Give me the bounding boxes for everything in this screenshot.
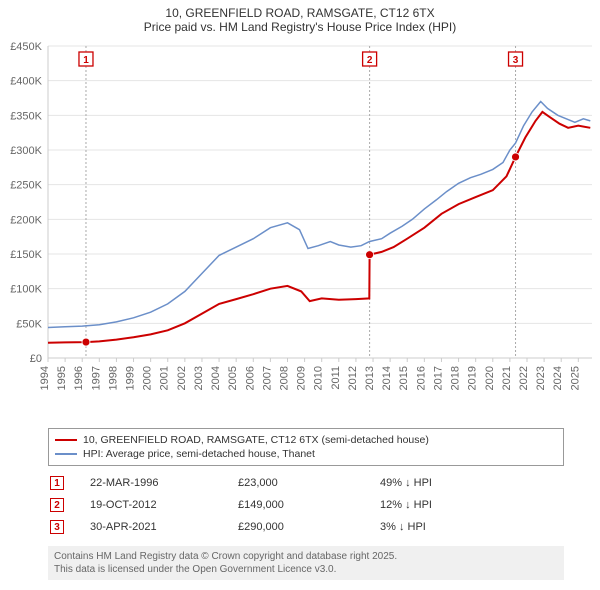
sale-vs-hpi: 12% ↓ HPI xyxy=(380,499,470,511)
svg-text:£50K: £50K xyxy=(16,318,42,330)
svg-text:£450K: £450K xyxy=(10,41,42,53)
svg-text:2006: 2006 xyxy=(244,366,256,390)
sale-marker-lines xyxy=(86,46,516,358)
x-axis-labels: 1994 1995 1996 1997 1998 1999 2000 2001 2002 2003… xyxy=(39,366,581,390)
svg-text:2021: 2021 xyxy=(501,366,513,390)
legend-item: 10, GREENFIELD ROAD, RAMSGATE, CT12 6TX … xyxy=(55,433,557,447)
footer-line-2: This data is licensed under the Open Gov… xyxy=(54,563,558,576)
sale-marker-icon: 2 xyxy=(50,498,64,512)
table-row: 2 19-OCT-2012 £149,000 12% ↓ HPI xyxy=(48,494,564,516)
legend: 10, GREENFIELD ROAD, RAMSGATE, CT12 6TX … xyxy=(48,428,564,466)
sale-vs-hpi: 3% ↓ HPI xyxy=(380,521,470,533)
chart-grid xyxy=(48,46,592,362)
svg-text:2001: 2001 xyxy=(159,366,171,390)
sale-dots xyxy=(82,153,520,346)
sale-marker-boxes: 1 2 3 xyxy=(79,52,523,66)
sale-price: £290,000 xyxy=(238,521,368,533)
price-chart: £0 £50K £100K £150K £200K £250K £300K £350K £400… xyxy=(0,40,600,420)
sale-vs-hpi: 49% ↓ HPI xyxy=(380,477,470,489)
sale-marker-icon: 1 xyxy=(50,476,64,490)
svg-text:2004: 2004 xyxy=(210,366,222,390)
svg-text:£250K: £250K xyxy=(10,180,42,192)
svg-text:2022: 2022 xyxy=(518,366,530,390)
svg-text:£400K: £400K xyxy=(10,76,42,88)
svg-text:1996: 1996 xyxy=(73,366,85,390)
svg-text:2019: 2019 xyxy=(467,366,479,390)
svg-text:£200K: £200K xyxy=(10,214,42,226)
svg-text:2014: 2014 xyxy=(381,366,393,390)
title-line-2: Price paid vs. HM Land Registry's House … xyxy=(10,20,590,34)
legend-label: HPI: Average price, semi-detached house,… xyxy=(83,447,315,461)
y-axis-labels: £0 £50K £100K £150K £200K £250K £300K £350K £400… xyxy=(10,41,42,365)
svg-text:3: 3 xyxy=(513,55,519,66)
sale-date: 30-APR-2021 xyxy=(76,521,226,533)
svg-text:2003: 2003 xyxy=(193,366,205,390)
svg-text:2008: 2008 xyxy=(278,366,290,390)
table-row: 3 30-APR-2021 £290,000 3% ↓ HPI xyxy=(48,516,564,538)
sales-table: 1 22-MAR-1996 £23,000 49% ↓ HPI 2 19-OCT… xyxy=(48,472,564,538)
svg-text:1: 1 xyxy=(83,55,89,66)
title-line-1: 10, GREENFIELD ROAD, RAMSGATE, CT12 6TX xyxy=(10,6,590,20)
attribution-footer: Contains HM Land Registry data © Crown c… xyxy=(48,546,564,580)
chart-svg: £0 £50K £100K £150K £200K £250K £300K £350K £400… xyxy=(0,40,600,420)
svg-text:2009: 2009 xyxy=(296,366,308,390)
sale-price: £149,000 xyxy=(238,499,368,511)
svg-text:2000: 2000 xyxy=(142,366,154,390)
chart-title: 10, GREENFIELD ROAD, RAMSGATE, CT12 6TX … xyxy=(0,0,600,36)
sale-date: 22-MAR-1996 xyxy=(76,477,226,489)
svg-text:2020: 2020 xyxy=(484,366,496,390)
svg-text:2016: 2016 xyxy=(415,366,427,390)
sale-price: £23,000 xyxy=(238,477,368,489)
legend-swatch xyxy=(55,453,77,455)
svg-text:2007: 2007 xyxy=(261,366,273,390)
svg-text:£150K: £150K xyxy=(10,249,42,261)
svg-text:1997: 1997 xyxy=(90,366,102,390)
chart-series xyxy=(48,102,590,343)
svg-text:£100K: £100K xyxy=(10,284,42,296)
svg-text:1998: 1998 xyxy=(107,366,119,390)
table-row: 1 22-MAR-1996 £23,000 49% ↓ HPI xyxy=(48,472,564,494)
svg-text:1994: 1994 xyxy=(39,366,51,390)
svg-text:2: 2 xyxy=(367,55,373,66)
svg-text:1995: 1995 xyxy=(56,366,68,390)
svg-text:£300K: £300K xyxy=(10,145,42,157)
svg-text:2023: 2023 xyxy=(535,366,547,390)
svg-text:2013: 2013 xyxy=(364,366,376,390)
svg-text:1999: 1999 xyxy=(125,366,137,390)
svg-text:2015: 2015 xyxy=(398,366,410,390)
footer-line-1: Contains HM Land Registry data © Crown c… xyxy=(54,550,558,563)
svg-text:2012: 2012 xyxy=(347,366,359,390)
svg-text:2011: 2011 xyxy=(330,366,342,390)
svg-text:£350K: £350K xyxy=(10,110,42,122)
legend-item: HPI: Average price, semi-detached house,… xyxy=(55,447,557,461)
svg-text:£0: £0 xyxy=(30,353,42,365)
sale-marker-icon: 3 xyxy=(50,520,64,534)
svg-text:2025: 2025 xyxy=(569,366,581,390)
sale-date: 19-OCT-2012 xyxy=(76,499,226,511)
legend-swatch xyxy=(55,439,77,441)
svg-text:2002: 2002 xyxy=(176,366,188,390)
svg-text:2024: 2024 xyxy=(552,366,564,390)
legend-label: 10, GREENFIELD ROAD, RAMSGATE, CT12 6TX … xyxy=(83,433,429,447)
svg-text:2018: 2018 xyxy=(450,366,462,390)
svg-text:2010: 2010 xyxy=(313,366,325,390)
svg-text:2017: 2017 xyxy=(432,366,444,390)
svg-text:2005: 2005 xyxy=(227,366,239,390)
